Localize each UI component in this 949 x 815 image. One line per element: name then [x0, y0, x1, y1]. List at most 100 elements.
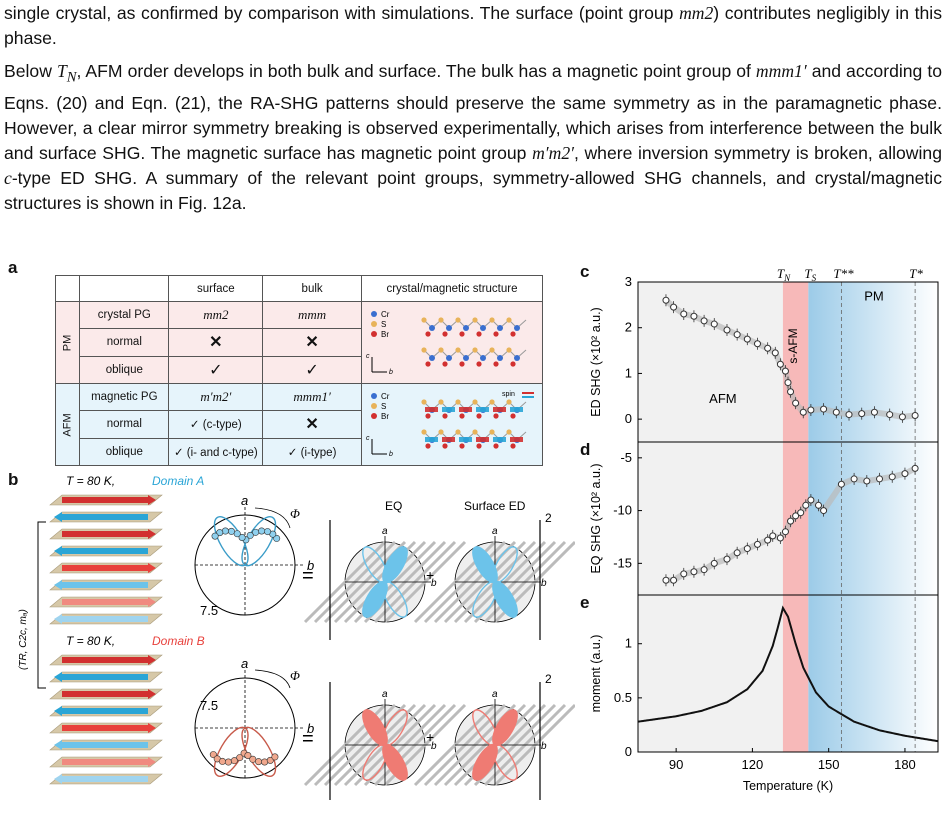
data-point	[870, 408, 878, 416]
eq-lobe	[362, 743, 388, 781]
group-pm: PM	[54, 301, 81, 384]
atom-s	[421, 399, 427, 405]
moment-curve	[637, 605, 939, 743]
phi-label: Φ	[290, 506, 300, 521]
data-point	[911, 464, 919, 472]
atom-br	[425, 331, 431, 337]
spin-head	[148, 655, 156, 665]
atom-s	[438, 317, 444, 323]
data-point	[781, 528, 789, 536]
data-point	[807, 406, 815, 414]
p1-text-a: single crystal, as confirmed by comparis…	[4, 3, 680, 23]
temperature-marker-label: TN	[777, 266, 791, 283]
p2-c-type: c	[4, 167, 12, 188]
atom-s	[438, 399, 444, 405]
spin-bar	[62, 599, 148, 605]
data-point	[227, 527, 235, 535]
legend-br: Br	[381, 412, 389, 421]
spin-head	[54, 672, 62, 682]
data-point	[787, 517, 795, 525]
atom-s	[489, 347, 495, 353]
spin-arrow	[458, 407, 472, 412]
atom-s	[455, 429, 461, 435]
domain-b-label: Domain B	[152, 634, 205, 648]
atom-br	[425, 413, 431, 419]
spin-head	[148, 495, 156, 505]
atom-s	[489, 399, 495, 405]
atom-cr	[462, 325, 469, 331]
legend-br: Br	[381, 330, 389, 339]
data-point	[700, 317, 708, 325]
data-point	[211, 532, 219, 540]
axis-c-label: c	[366, 353, 370, 360]
data-point	[258, 527, 266, 535]
trend-line	[665, 465, 917, 584]
spin-head	[54, 740, 62, 750]
lattice-pm	[421, 317, 527, 367]
spin-stack-b	[49, 654, 163, 785]
scale-label: 7.5	[200, 698, 218, 713]
legend-cr: Cr	[381, 310, 390, 319]
spin-arrow	[424, 437, 438, 442]
spin-bar	[62, 531, 148, 537]
paragraph-2: Below TN, AFM order develops in both bul…	[4, 59, 942, 216]
row-label: crystal PG	[79, 300, 170, 330]
panel-label-d: d	[580, 440, 591, 459]
atom-s	[472, 317, 478, 323]
temperature-marker-label: TS	[804, 266, 816, 283]
surface-ed-label: Surface ED	[464, 499, 526, 513]
y-tick-label: 0	[625, 744, 632, 759]
atom-cr	[496, 355, 503, 361]
axis-b-label: b	[389, 451, 393, 458]
atom-br	[459, 413, 465, 419]
data-point	[769, 532, 777, 540]
atom-cr	[496, 325, 503, 331]
y-tick-label: 0.5	[614, 690, 632, 705]
data-point	[776, 534, 784, 542]
data-point	[690, 312, 698, 320]
atom-br	[459, 443, 465, 449]
data-point	[710, 320, 718, 328]
atom-br	[425, 443, 431, 449]
symmetry-table: surface bulk crystal/magnetic structure …	[54, 275, 544, 467]
spin-bar	[62, 708, 148, 714]
data-point	[886, 411, 894, 419]
data-point	[662, 576, 670, 584]
spin-arrow	[424, 407, 438, 412]
eq-lobe	[362, 580, 388, 618]
data-point	[837, 480, 845, 488]
spin-stack-a	[49, 494, 163, 625]
panel-b-figure: T = 80 K, Domain A T = 80 K, Domain B (T…	[18, 474, 575, 800]
atom-br	[476, 361, 482, 367]
atom-br	[493, 361, 499, 367]
afm-structure: Cr S Br spin c b	[360, 383, 544, 466]
data-point	[733, 549, 741, 557]
spin-bar	[62, 759, 148, 765]
spin-arrow	[441, 407, 455, 412]
legend-s: S	[381, 402, 386, 411]
y-tick-label: -15	[613, 555, 632, 570]
spin-head	[148, 723, 156, 733]
scale-label: 7.5	[200, 603, 218, 618]
annotation-s-afm: s-AFM	[786, 328, 800, 363]
spin-head	[148, 597, 156, 607]
axis-a-label: a	[492, 526, 498, 537]
plus-sign-b: +	[426, 729, 434, 745]
afm-structure-diagram: Cr S Br spin c b	[366, 391, 534, 458]
data-point	[898, 413, 906, 421]
spin-head	[148, 529, 156, 539]
axis-b-label: b	[307, 721, 314, 736]
x-tick-label: 150	[818, 757, 840, 772]
spin-head	[54, 546, 62, 556]
y-tick-label: 0	[625, 411, 632, 426]
atom-s	[455, 347, 461, 353]
data-point	[743, 335, 751, 343]
axis-b-label: b	[541, 578, 547, 589]
pm-structure: Cr S Br c b	[360, 301, 544, 384]
symmetry-label: (TR, C2c, mₐ)	[18, 609, 29, 670]
panel-label-e: e	[580, 593, 590, 612]
data-point	[753, 340, 761, 348]
axis-b-label: b	[431, 578, 437, 589]
data-point	[249, 755, 257, 763]
cell-bulk: ✓ (i-type)	[262, 437, 362, 467]
